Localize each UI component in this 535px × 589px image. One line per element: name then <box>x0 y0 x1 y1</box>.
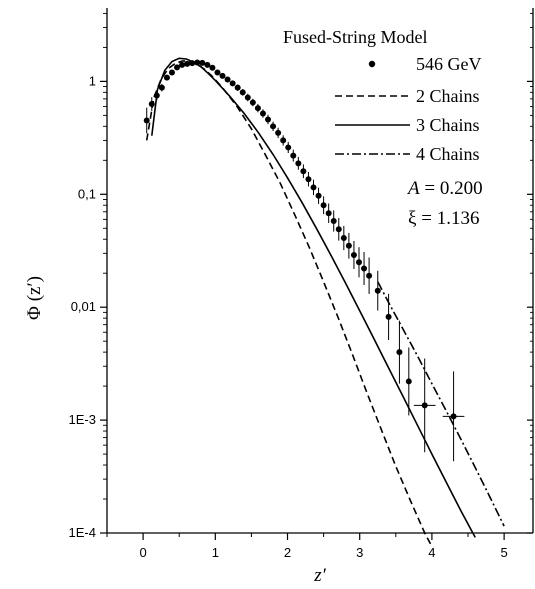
param-xi-symbol: ξ <box>408 208 417 229</box>
data-point <box>204 61 211 68</box>
series-line-dash-dot <box>377 281 505 527</box>
y-axis-title: Φ (z′) <box>24 276 45 320</box>
data-point <box>234 84 241 91</box>
data-point <box>450 413 457 420</box>
param-xi: ξ = 1.136 <box>408 208 479 229</box>
data-point <box>249 99 256 106</box>
y-tick-label: 0,1 <box>78 186 96 201</box>
data-point <box>421 402 428 409</box>
y-tick-label: 1E-4 <box>69 525 96 540</box>
data-point <box>385 313 392 320</box>
data-point <box>265 116 272 123</box>
data-point <box>335 226 342 233</box>
legend-label: 4 Chains <box>416 144 480 164</box>
data-point <box>285 144 292 151</box>
y-tick-label: 0,01 <box>71 299 96 314</box>
data-point <box>244 94 251 101</box>
data-point <box>361 265 368 272</box>
data-point <box>259 110 266 117</box>
legend-label: 2 Chains <box>416 86 480 106</box>
data-point <box>350 251 357 258</box>
data-point <box>345 242 352 249</box>
data-point <box>158 84 165 91</box>
data-point <box>219 72 226 79</box>
data-point <box>290 152 297 159</box>
data-point <box>239 89 246 96</box>
data-point <box>224 76 231 83</box>
x-tick-label: 4 <box>428 545 435 560</box>
data-point <box>366 272 373 279</box>
data-point <box>179 61 186 68</box>
data-point <box>295 160 302 167</box>
data-point <box>214 69 221 76</box>
legend-label: 546 GeV <box>416 54 482 74</box>
param-a: A = 0.200 <box>406 178 483 199</box>
data-point <box>184 60 191 67</box>
y-tick-label: 1 <box>89 73 96 88</box>
x-axis-title: z′ <box>313 565 326 586</box>
data-point <box>163 74 170 81</box>
data-point <box>320 202 327 209</box>
data-point <box>315 192 322 199</box>
data-point <box>270 123 277 130</box>
x-tick-label: 5 <box>501 545 508 560</box>
y-tick-label: 1E-3 <box>69 412 96 427</box>
data-point <box>280 137 287 144</box>
data-point <box>374 287 381 294</box>
data-point <box>330 218 337 225</box>
data-point <box>229 80 236 87</box>
data-point <box>405 378 412 385</box>
x-tick-label: 0 <box>139 545 146 560</box>
data-point <box>355 259 362 266</box>
data-point <box>199 59 206 66</box>
data-point <box>275 129 282 136</box>
legend-title: Fused-String Model <box>283 27 428 47</box>
series-line-solid <box>151 57 476 538</box>
data-point <box>209 64 216 71</box>
data-point <box>305 176 312 183</box>
x-tick-label: 2 <box>284 545 291 560</box>
x-tick-label: 1 <box>212 545 219 560</box>
param-a-symbol: A <box>406 178 420 199</box>
data-point <box>254 105 261 112</box>
data-point <box>143 117 150 124</box>
legend-label: 3 Chains <box>416 115 480 135</box>
data-point <box>325 210 332 217</box>
data-point <box>340 235 347 242</box>
data-point <box>310 184 317 191</box>
data-point <box>300 168 307 175</box>
x-tick-label: 3 <box>356 545 363 560</box>
data-point <box>168 69 175 76</box>
x-axis: 0 1 2 3 4 5 <box>106 533 508 560</box>
legend: 546 GeV 2 Chains 3 Chains 4 Chains <box>335 54 482 164</box>
y-axis: 1E-4 1E-3 0,01 0,1 1 <box>69 12 533 540</box>
param-a-value: = 0.200 <box>420 178 483 199</box>
param-xi-value: = 1.136 <box>416 208 479 229</box>
series-layer <box>143 57 505 545</box>
data-point <box>174 64 181 71</box>
legend-marker <box>368 60 376 68</box>
data-point <box>396 349 403 356</box>
